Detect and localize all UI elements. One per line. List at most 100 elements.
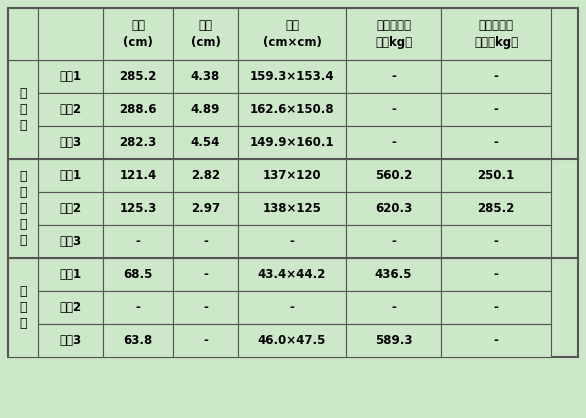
Bar xyxy=(8,8,578,357)
Bar xyxy=(441,291,551,324)
Text: 620.3: 620.3 xyxy=(375,202,412,215)
Text: 137×120: 137×120 xyxy=(263,169,321,182)
Bar xyxy=(173,8,238,60)
Bar xyxy=(38,60,103,93)
Bar xyxy=(103,225,173,258)
Bar xyxy=(441,225,551,258)
Bar xyxy=(346,225,441,258)
Text: 159.3×153.4: 159.3×153.4 xyxy=(250,70,334,83)
Bar xyxy=(8,8,38,60)
Text: 平均亩产根
干重（kg）: 平均亩产根 干重（kg） xyxy=(474,19,518,49)
Bar xyxy=(441,159,551,192)
Bar xyxy=(103,192,173,225)
Text: 4.38: 4.38 xyxy=(191,70,220,83)
Text: 285.2: 285.2 xyxy=(478,202,515,215)
Bar xyxy=(441,192,551,225)
Bar xyxy=(238,93,346,126)
Text: 250.1: 250.1 xyxy=(478,169,515,182)
Bar xyxy=(173,192,238,225)
Text: 实例2: 实例2 xyxy=(59,301,81,314)
Text: -: - xyxy=(493,136,499,149)
Text: 436.5: 436.5 xyxy=(375,268,412,281)
Text: -: - xyxy=(493,301,499,314)
Bar xyxy=(38,291,103,324)
Bar xyxy=(441,324,551,357)
Bar xyxy=(38,93,103,126)
Text: -: - xyxy=(391,70,396,83)
Bar xyxy=(346,324,441,357)
Text: 红
根
草: 红 根 草 xyxy=(19,285,27,330)
Text: -: - xyxy=(493,70,499,83)
Text: -: - xyxy=(203,301,208,314)
Text: 285.2: 285.2 xyxy=(120,70,156,83)
Text: 冠幅
(cm×cm): 冠幅 (cm×cm) xyxy=(263,19,322,49)
Text: 138×125: 138×125 xyxy=(263,202,322,215)
Text: 288.6: 288.6 xyxy=(119,103,156,116)
Text: -: - xyxy=(203,334,208,347)
Bar xyxy=(238,225,346,258)
Text: -: - xyxy=(289,235,294,248)
Bar xyxy=(103,258,173,291)
Bar xyxy=(38,225,103,258)
Text: 4.54: 4.54 xyxy=(191,136,220,149)
Text: -: - xyxy=(203,235,208,248)
Bar xyxy=(38,159,103,192)
Bar xyxy=(38,192,103,225)
Bar xyxy=(8,60,38,159)
Bar xyxy=(173,291,238,324)
Text: 半
枫
荷: 半 枫 荷 xyxy=(19,87,27,132)
Bar xyxy=(103,159,173,192)
Text: 实例3: 实例3 xyxy=(59,235,81,248)
Bar xyxy=(38,126,103,159)
Bar xyxy=(103,324,173,357)
Text: 黄
花
倒
水
蕃: 黄 花 倒 水 蕃 xyxy=(19,170,27,247)
Bar xyxy=(441,60,551,93)
Text: 实例1: 实例1 xyxy=(59,268,81,281)
Text: 125.3: 125.3 xyxy=(120,202,156,215)
Text: 基径
(cm): 基径 (cm) xyxy=(190,19,220,49)
Bar xyxy=(103,8,173,60)
Bar xyxy=(238,126,346,159)
Bar xyxy=(103,126,173,159)
Bar xyxy=(38,324,103,357)
Bar xyxy=(8,8,38,60)
Text: -: - xyxy=(493,334,499,347)
Text: 149.9×160.1: 149.9×160.1 xyxy=(250,136,334,149)
Bar xyxy=(173,258,238,291)
Text: 162.6×150.8: 162.6×150.8 xyxy=(250,103,334,116)
Text: 63.8: 63.8 xyxy=(124,334,152,347)
Text: 43.4×44.2: 43.4×44.2 xyxy=(258,268,326,281)
Bar xyxy=(103,93,173,126)
Text: 实例2: 实例2 xyxy=(59,103,81,116)
Bar xyxy=(346,159,441,192)
Text: -: - xyxy=(391,235,396,248)
Text: 589.3: 589.3 xyxy=(375,334,412,347)
Text: -: - xyxy=(493,103,499,116)
Text: -: - xyxy=(135,301,141,314)
Text: 560.2: 560.2 xyxy=(375,169,412,182)
Bar xyxy=(441,93,551,126)
Text: 2.82: 2.82 xyxy=(191,169,220,182)
Text: 121.4: 121.4 xyxy=(120,169,156,182)
Bar xyxy=(346,291,441,324)
Text: 株高
(cm): 株高 (cm) xyxy=(123,19,153,49)
Bar xyxy=(238,324,346,357)
Bar xyxy=(173,93,238,126)
Bar xyxy=(346,126,441,159)
Text: -: - xyxy=(493,235,499,248)
Bar xyxy=(8,258,38,357)
Bar xyxy=(346,93,441,126)
Bar xyxy=(238,258,346,291)
Bar xyxy=(173,126,238,159)
Text: 实例2: 实例2 xyxy=(59,202,81,215)
Text: 2.97: 2.97 xyxy=(191,202,220,215)
Text: -: - xyxy=(289,301,294,314)
Text: -: - xyxy=(391,103,396,116)
Bar xyxy=(346,8,441,60)
Text: 68.5: 68.5 xyxy=(123,268,153,281)
Bar xyxy=(441,258,551,291)
Bar xyxy=(238,159,346,192)
Text: -: - xyxy=(203,268,208,281)
Bar xyxy=(38,8,103,60)
Text: -: - xyxy=(391,301,396,314)
